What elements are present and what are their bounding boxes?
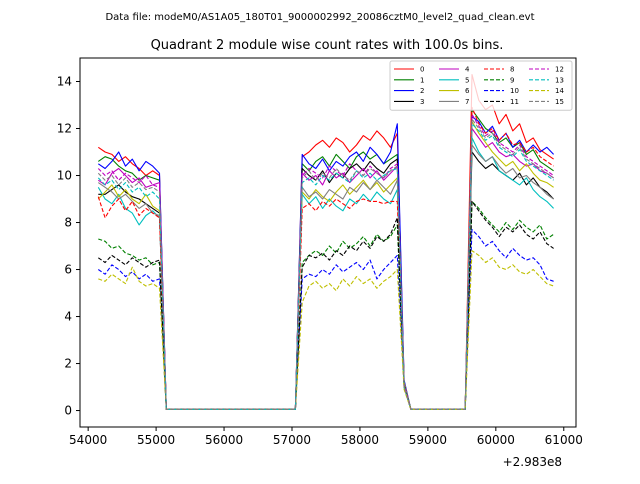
legend-box	[389, 60, 573, 111]
y-tick-label-12: 12	[57, 122, 72, 136]
legend-label-14: 14	[555, 87, 564, 95]
legend-label-2: 2	[420, 87, 424, 95]
y-tick-label-4: 4	[64, 310, 72, 324]
x-tick-label-61000: 61000	[545, 433, 583, 447]
legend-label-9: 9	[510, 76, 514, 84]
series-lines	[97, 73, 554, 410]
legend-label-8: 8	[510, 66, 514, 74]
x-tick-label-59000: 59000	[409, 433, 447, 447]
legend-label-6: 6	[465, 87, 470, 95]
legend-label-13: 13	[555, 76, 564, 84]
y-tick-label-6: 6	[64, 263, 72, 277]
y-tick-label-10: 10	[57, 169, 72, 183]
legend-label-15: 15	[555, 98, 564, 106]
x-tick-label-56000: 56000	[205, 433, 243, 447]
legend-label-1: 1	[420, 76, 424, 84]
y-tick-label-8: 8	[64, 216, 72, 230]
legend-label-0: 0	[420, 66, 424, 74]
y-tick-label-14: 14	[57, 75, 72, 89]
series-line-11	[97, 200, 554, 410]
chart-title: Quadrant 2 module wise count rates with …	[151, 38, 504, 53]
x-tick-label-57000: 57000	[273, 433, 311, 447]
y-tick-label-0: 0	[64, 404, 72, 418]
legend-label-10: 10	[510, 87, 519, 95]
legend-label-5: 5	[465, 76, 469, 84]
legend-label-4: 4	[465, 66, 470, 74]
y-tick-label-2: 2	[64, 357, 72, 371]
x-offset-label: +2.983e8	[503, 455, 562, 469]
x-tick-label-58000: 58000	[341, 433, 379, 447]
axes-frame	[79, 57, 577, 428]
data-file-label: Data file: modeM0/AS1A05_180T01_90000029…	[105, 12, 534, 23]
legend-label-11: 11	[510, 98, 519, 106]
legend-label-3: 3	[420, 98, 424, 106]
series-line-15	[97, 118, 554, 410]
legend-label-12: 12	[555, 66, 564, 74]
legend-label-7: 7	[465, 98, 469, 106]
x-tick-label-54000: 54000	[69, 433, 107, 447]
axes: 54000 55000 56000 57000 58000 59000 60000 61000…	[57, 57, 583, 447]
x-tick-label-60000: 60000	[477, 433, 515, 447]
plot-area	[97, 73, 554, 410]
x-tick-label-55000: 55000	[137, 433, 175, 447]
